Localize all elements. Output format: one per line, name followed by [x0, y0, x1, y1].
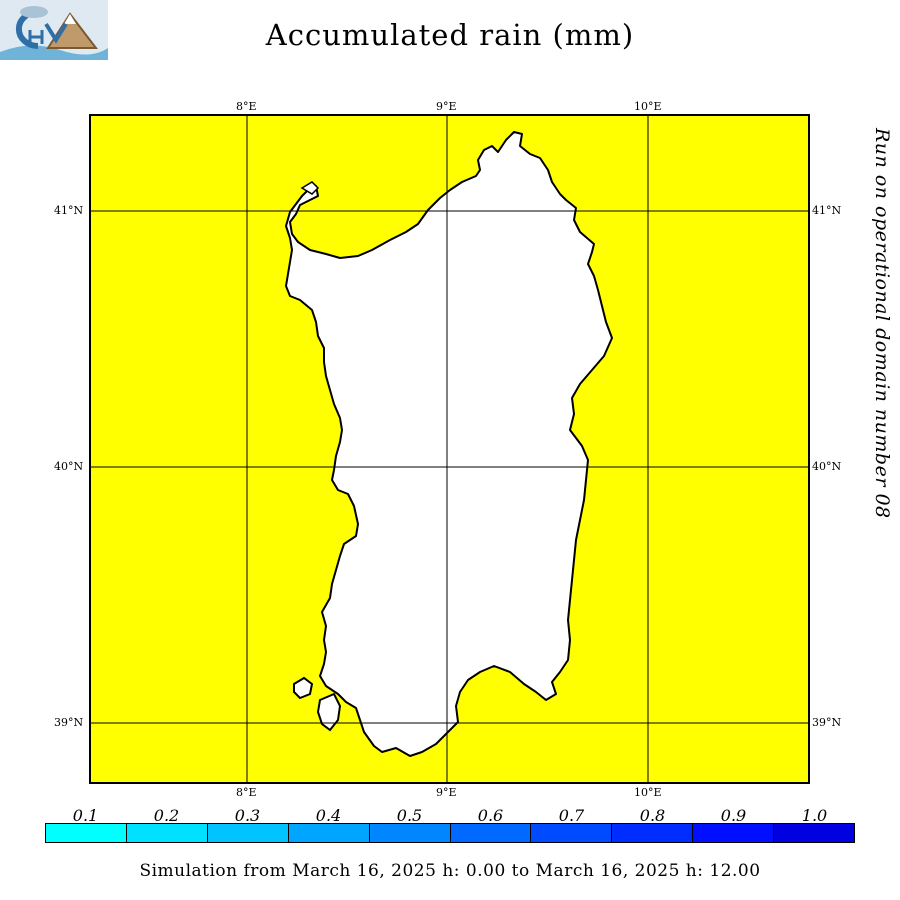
legend-label: 0.1: [72, 806, 99, 825]
chym-logo: [0, 0, 108, 60]
legend-label: 0.7: [558, 806, 585, 825]
run-domain-note: Run on operational domain number 08: [871, 128, 893, 519]
lon-label-top: 9°E: [436, 100, 457, 113]
legend-swatch: [450, 824, 532, 842]
legend-swatch: [126, 824, 208, 842]
legend-swatch: [207, 824, 289, 842]
lon-label-bottom: 8°E: [236, 786, 257, 799]
legend-swatch: [612, 824, 694, 842]
legend-swatch: [693, 824, 775, 842]
map-title: Accumulated rain (mm): [265, 18, 635, 52]
legend-labels: 0.1 0.2 0.3 0.4 0.5 0.6 0.7 0.8 0.9 1.0: [45, 806, 855, 825]
lon-label-top: 8°E: [236, 100, 257, 113]
lat-label-right: 41°N: [812, 204, 842, 217]
legend-label: 0.6: [477, 806, 504, 825]
lon-label-bottom: 9°E: [436, 786, 457, 799]
graticule: [90, 115, 809, 783]
legend-label: 0.9: [720, 806, 747, 825]
lat-label-left: 39°N: [54, 716, 84, 729]
simulation-period: Simulation from March 16, 2025 h: 0.00 t…: [139, 861, 761, 881]
chym-logo-icon: [0, 0, 108, 60]
legend-label: 1.0: [801, 806, 828, 825]
legend-swatch: [46, 824, 127, 842]
legend-color-bar: [45, 823, 855, 843]
legend-swatch: [531, 824, 613, 842]
lat-label-left: 40°N: [54, 460, 84, 473]
legend-label: 0.8: [639, 806, 666, 825]
lat-label-right: 40°N: [812, 460, 842, 473]
island-sant-antioco: [316, 692, 342, 732]
legend-label: 0.2: [153, 806, 180, 825]
legend-swatch: [369, 824, 451, 842]
lon-label-top: 10°E: [634, 100, 662, 113]
island-san-pietro: [293, 676, 314, 700]
lon-label-bottom: 10°E: [634, 786, 662, 799]
legend-label: 0.5: [396, 806, 423, 825]
legend-swatch: [288, 824, 370, 842]
legend-swatch: [774, 824, 855, 842]
lat-label-left: 41°N: [54, 204, 84, 217]
lat-label-right: 39°N: [812, 716, 842, 729]
island-asinara: [300, 181, 320, 195]
legend-label: 0.4: [315, 806, 342, 825]
legend-label: 0.3: [234, 806, 261, 825]
sardinia-landmass: [285, 131, 613, 757]
